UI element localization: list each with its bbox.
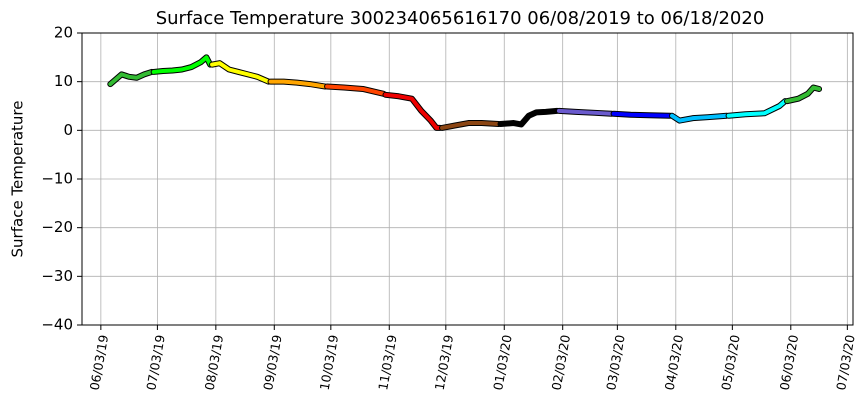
y-tick-label: −40 [41, 316, 73, 334]
plot-frame [81, 32, 854, 326]
y-tick-label: 10 [54, 72, 73, 90]
data-line [726, 99, 788, 118]
x-tick-label: 04/03/20 [662, 333, 687, 391]
y-tick-label: 20 [54, 24, 73, 42]
data-line [498, 108, 560, 127]
x-tick-label: 05/03/20 [718, 333, 743, 391]
data-line [210, 61, 271, 84]
x-tick-label: 06/03/19 [87, 333, 112, 391]
data-line [383, 92, 443, 130]
x-tick-label: 02/03/20 [549, 333, 574, 391]
x-tick-label: 09/03/19 [260, 333, 285, 391]
x-tick-label: 08/03/19 [202, 333, 227, 391]
data-line [556, 108, 614, 116]
y-tick-label: −10 [41, 170, 73, 188]
x-tick-label: 10/03/19 [317, 333, 342, 391]
x-tick-label: 06/03/20 [777, 333, 802, 391]
data-line [325, 84, 386, 96]
x-tick-label: 12/03/19 [432, 333, 457, 391]
y-tick-label: −30 [41, 267, 73, 285]
data-line [440, 121, 501, 130]
data-line [108, 69, 154, 87]
y-tick-label: −20 [41, 218, 73, 236]
data-line [611, 111, 673, 118]
x-tick-label: 07/03/20 [833, 333, 858, 391]
x-tick-label: 07/03/19 [143, 333, 168, 391]
data-line [268, 79, 328, 89]
x-tick-label: 03/03/20 [603, 333, 628, 391]
x-tick-label: 11/03/19 [375, 333, 400, 391]
y-tick-label: 0 [63, 121, 73, 139]
data-line [670, 113, 729, 123]
chart-title: Surface Temperature 300234065616170 06/0… [156, 8, 765, 29]
data-line [785, 85, 822, 104]
data-line [151, 55, 213, 74]
y-axis-label: Surface Temperature [9, 101, 27, 258]
x-tick-label: 01/03/20 [490, 333, 515, 391]
